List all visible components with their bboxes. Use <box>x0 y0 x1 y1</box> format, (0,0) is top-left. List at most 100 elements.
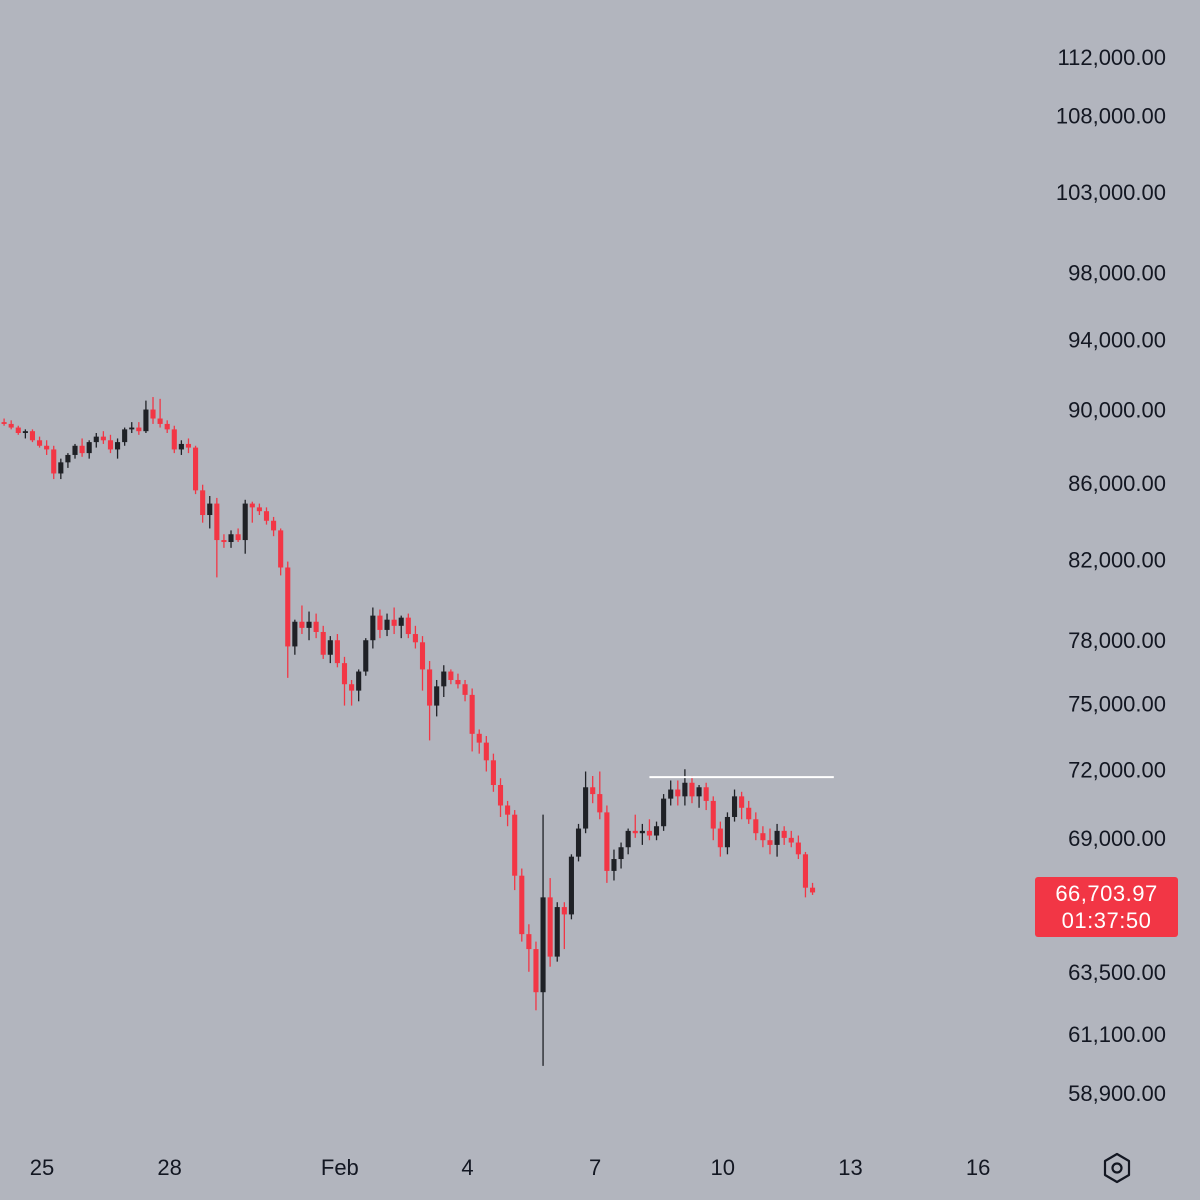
chart-settings-button[interactable] <box>1099 1150 1135 1186</box>
candle <box>79 438 85 457</box>
candle <box>178 440 184 455</box>
candle <box>739 791 745 820</box>
candle-body <box>143 409 149 432</box>
candle-body <box>561 907 567 915</box>
candle <box>561 902 567 950</box>
candle <box>299 605 305 635</box>
candle-body <box>349 684 355 691</box>
candle <box>256 503 262 516</box>
candle-body <box>469 694 475 734</box>
candle <box>519 868 525 942</box>
candle-body <box>221 540 227 543</box>
candle-body <box>597 794 603 813</box>
candle-body <box>242 503 248 541</box>
candles-layer <box>1 397 816 1066</box>
candle <box>505 800 511 827</box>
candle-body <box>263 511 270 521</box>
candle-body <box>703 787 709 801</box>
candle-body <box>256 507 262 512</box>
last-price-value: 66,703.97 <box>1055 881 1158 906</box>
candle <box>320 625 326 659</box>
candle-body <box>122 429 128 443</box>
candle-body <box>653 826 660 836</box>
candle <box>646 819 652 841</box>
time-tick-label: 28 <box>157 1155 181 1180</box>
price-axis[interactable]: 112,000.00 108,000.00 103,000.00 98,000.00 9… <box>1056 45 1166 1106</box>
candle-body <box>22 431 28 433</box>
candle-body <box>391 619 397 626</box>
candle <box>717 821 723 857</box>
candle-body <box>448 671 454 680</box>
candle <box>221 534 227 548</box>
candle <box>554 902 560 962</box>
candle <box>653 821 660 841</box>
candle-body <box>327 640 333 655</box>
candle <box>200 484 206 523</box>
candle-body <box>774 830 780 845</box>
candle <box>611 849 617 881</box>
hexagon-gear-icon <box>1103 1152 1131 1184</box>
candle <box>341 656 348 706</box>
price-tick-label: 94,000.00 <box>1068 327 1166 352</box>
candle-body <box>434 686 440 706</box>
price-tick-label: 69,000.00 <box>1068 826 1166 851</box>
candle <box>122 427 128 446</box>
candle <box>575 823 582 862</box>
candle-body <box>739 796 745 808</box>
candle <box>632 814 638 838</box>
candle <box>370 607 376 649</box>
candle-body <box>115 442 121 450</box>
candle-body <box>150 409 156 419</box>
price-tick-label: 75,000.00 <box>1068 691 1166 716</box>
candle-body <box>505 805 511 815</box>
candle-body <box>356 671 362 691</box>
candle-body <box>193 447 199 491</box>
candle-body <box>100 436 106 441</box>
candle-body <box>15 427 21 433</box>
candle <box>65 453 71 468</box>
candle <box>164 420 170 433</box>
candle <box>689 775 695 804</box>
candle <box>44 440 50 455</box>
candle <box>58 458 64 480</box>
candle <box>774 823 780 857</box>
time-tick-label: 16 <box>966 1155 990 1180</box>
candle-body <box>575 828 582 857</box>
candle <box>533 941 539 1011</box>
candle <box>107 434 114 454</box>
candle <box>760 826 766 848</box>
candle <box>767 828 773 855</box>
candle <box>306 611 312 641</box>
candle-body <box>519 875 525 935</box>
candle-body <box>185 443 192 448</box>
candle-body <box>675 789 681 797</box>
candle-body <box>235 534 241 541</box>
candle <box>639 823 645 845</box>
candle <box>327 636 333 664</box>
candle-body <box>164 423 170 430</box>
candle <box>731 789 738 822</box>
candle-body <box>341 663 348 685</box>
price-tick-label: 82,000.00 <box>1068 548 1166 573</box>
candle <box>490 753 496 792</box>
candle <box>795 835 801 860</box>
candle-body <box>44 445 50 450</box>
candle <box>150 397 156 424</box>
candle <box>497 778 504 817</box>
candle <box>249 501 255 523</box>
candle-body <box>689 782 695 797</box>
price-tick-label: 58,900.00 <box>1068 1081 1166 1106</box>
candle <box>136 422 142 435</box>
time-axis[interactable]: 25 28 Feb 4 7 10 13 16 <box>30 1155 991 1180</box>
candle-body <box>313 621 319 632</box>
candle-body <box>547 897 553 957</box>
candle-body <box>157 418 163 424</box>
candle <box>604 805 610 883</box>
price-tick-label: 86,000.00 <box>1068 471 1166 496</box>
candle-body <box>554 907 560 957</box>
price-tick-label: 112,000.00 <box>1058 45 1166 70</box>
candle <box>618 842 624 869</box>
candle-body <box>29 431 36 441</box>
